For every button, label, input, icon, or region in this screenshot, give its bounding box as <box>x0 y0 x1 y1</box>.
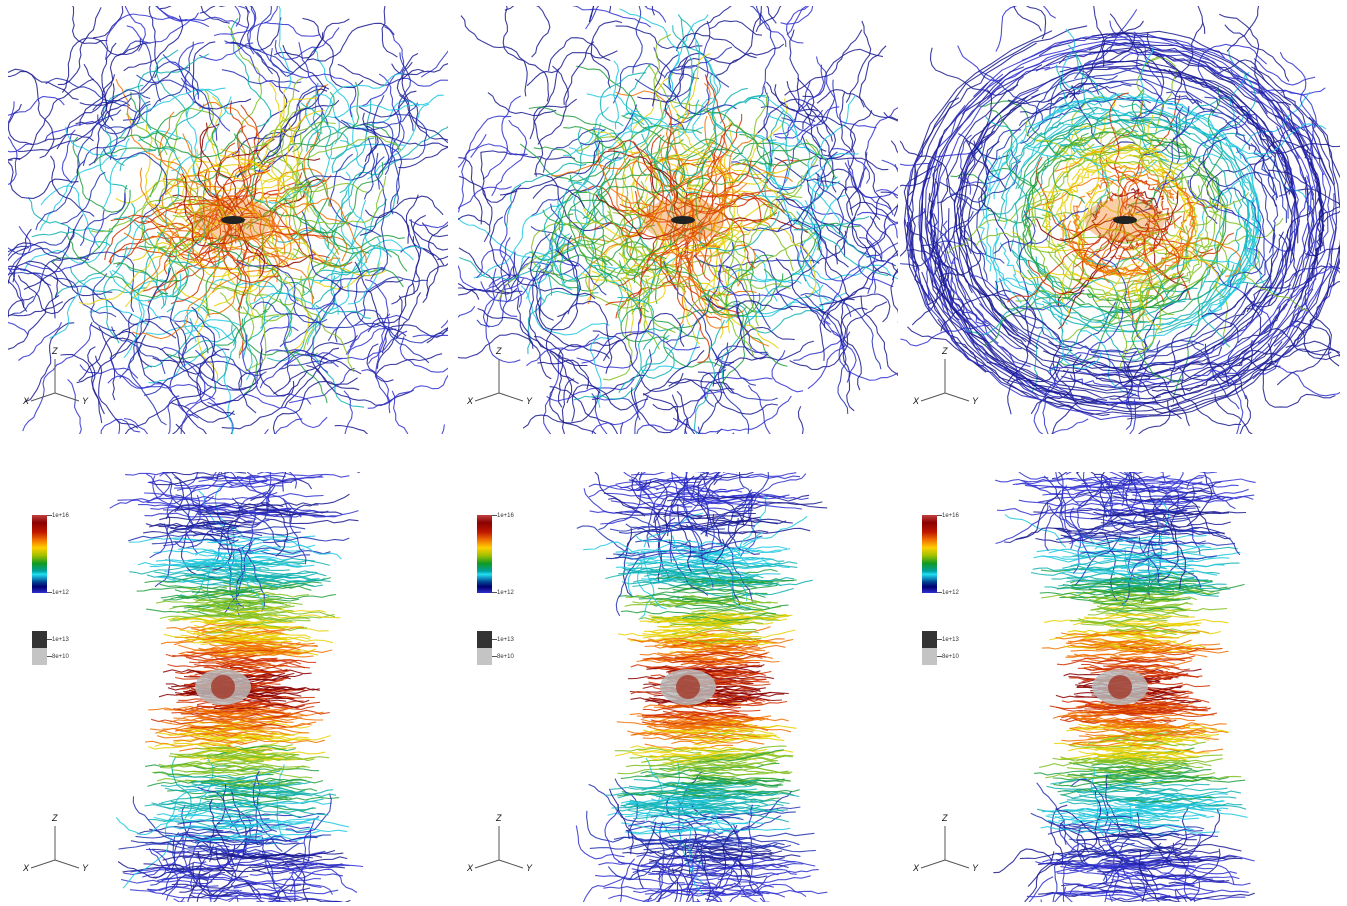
density-swatch-dark <box>922 631 937 648</box>
streamlines-top-right <box>900 6 1340 434</box>
axis-triad-bottom-left: Z X Y <box>22 812 92 873</box>
axis-y-label: Y <box>972 863 979 873</box>
axis-z-label: Z <box>942 813 948 823</box>
axis-x-label: X <box>23 863 30 873</box>
streamlines-bottom-middle <box>575 472 828 902</box>
axis-x-label: X <box>23 396 30 406</box>
density-swatch-dark <box>32 631 47 648</box>
axis-z-label: Z <box>52 813 58 823</box>
axis-z-label: Z <box>52 346 58 356</box>
axis-y-label: Y <box>82 396 89 406</box>
panel-bottom-middle <box>458 472 898 902</box>
axis-z-label: Z <box>496 346 502 356</box>
density-dark-label: 1e+13 <box>497 637 514 643</box>
streamlines-top-middle <box>458 6 898 434</box>
panel-top-right <box>900 6 1340 434</box>
axis-triad-bottom-right: Z X Y <box>912 812 982 873</box>
axis-x-label: X <box>467 396 474 406</box>
density-light-label: 8e+10 <box>52 654 69 660</box>
colorbar <box>477 515 492 593</box>
axis-y-label: Y <box>526 863 533 873</box>
colorbar-min-label: 1e+12 <box>52 590 69 596</box>
streamlines-bottom-left <box>109 472 364 902</box>
density-swatch-light <box>477 648 492 665</box>
panel-top-middle <box>458 6 898 434</box>
colorbar-min-label: 1e+12 <box>942 590 959 596</box>
axis-triad-bottom-middle: Z X Y <box>466 812 536 873</box>
streamlines-top-left <box>8 6 448 434</box>
density-dark-label: 1e+13 <box>52 637 69 643</box>
density-light-label: 8e+10 <box>942 654 959 660</box>
colorbar <box>32 515 47 593</box>
axis-y-label: Y <box>82 863 89 873</box>
axis-z-label: Z <box>942 346 948 356</box>
axis-triad-top-middle: Z X Y <box>466 345 536 406</box>
axis-x-label: X <box>913 396 920 406</box>
density-light-label: 8e+10 <box>497 654 514 660</box>
axis-y-label: Y <box>526 396 533 406</box>
density-dark-label: 1e+13 <box>942 637 959 643</box>
axis-y-label: Y <box>972 396 979 406</box>
colorbar-max-label: 1e+16 <box>497 513 514 519</box>
colorbar-max-label: 1e+16 <box>942 513 959 519</box>
axis-triad-top-right: Z X Y <box>912 345 982 406</box>
axis-x-label: X <box>913 863 920 873</box>
density-swatch-light <box>922 648 937 665</box>
panel-top-left <box>8 6 448 434</box>
axis-triad-top-left: Z X Y <box>22 345 92 406</box>
density-swatch-dark <box>477 631 492 648</box>
panel-bottom-left <box>8 472 448 902</box>
colorbar-min-label: 1e+12 <box>497 590 514 596</box>
streamlines-bottom-right <box>993 472 1256 902</box>
axis-x-label: X <box>467 863 474 873</box>
colorbar <box>922 515 937 593</box>
legend-bottom-middle: 1e+16 1e+12 1e+13 8e+10 <box>477 513 547 675</box>
axis-z-label: Z <box>496 813 502 823</box>
legend-bottom-left: 1e+16 1e+12 1e+13 8e+10 <box>32 513 102 675</box>
panel-bottom-right <box>900 472 1340 902</box>
density-swatch-light <box>32 648 47 665</box>
colorbar-max-label: 1e+16 <box>52 513 69 519</box>
legend-bottom-right: 1e+16 1e+12 1e+13 8e+10 <box>922 513 992 675</box>
